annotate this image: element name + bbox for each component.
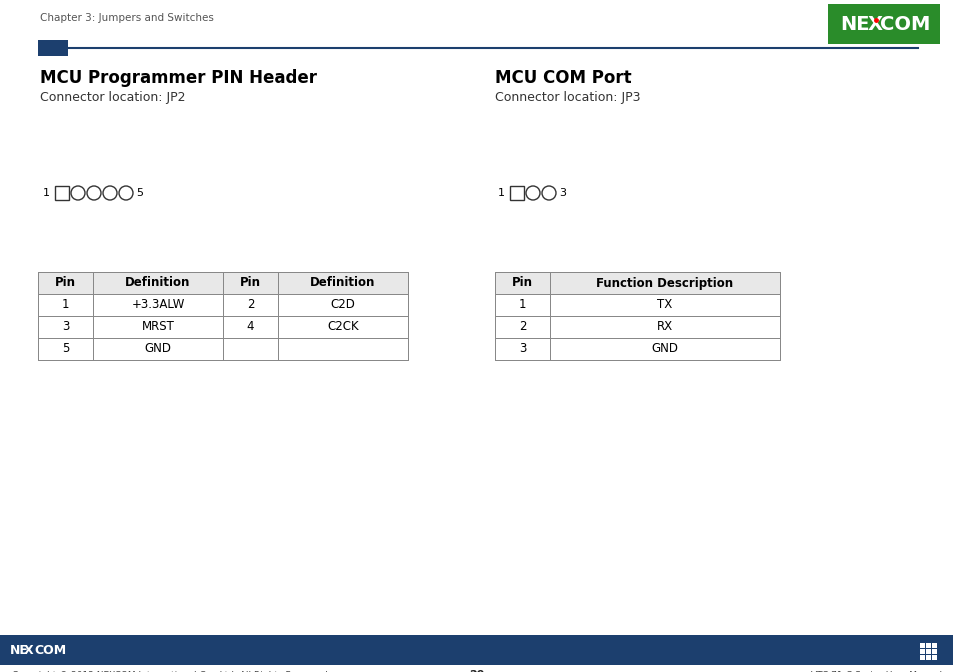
Bar bbox=[38, 316, 92, 338]
Text: VTC 71-C Series User Manual: VTC 71-C Series User Manual bbox=[810, 671, 941, 672]
Text: Definition: Definition bbox=[125, 276, 191, 290]
Bar bbox=[827, 4, 939, 44]
Bar bbox=[495, 272, 550, 294]
Text: 2: 2 bbox=[518, 321, 526, 333]
Text: NE: NE bbox=[840, 15, 868, 34]
Bar bbox=[925, 643, 930, 648]
Bar bbox=[931, 643, 936, 648]
Text: Connector location: JP2: Connector location: JP2 bbox=[40, 91, 185, 105]
Text: TX: TX bbox=[657, 298, 672, 312]
Text: Pin: Pin bbox=[240, 276, 261, 290]
Bar bbox=[223, 338, 277, 360]
Text: 2: 2 bbox=[247, 298, 254, 312]
Text: MCU Programmer PIN Header: MCU Programmer PIN Header bbox=[40, 69, 316, 87]
Bar bbox=[38, 294, 408, 316]
Bar bbox=[919, 649, 924, 654]
Bar bbox=[38, 294, 92, 316]
Bar bbox=[510, 186, 523, 200]
Bar bbox=[550, 272, 780, 294]
Text: 29: 29 bbox=[469, 670, 484, 672]
Bar bbox=[931, 655, 936, 660]
Bar bbox=[38, 338, 408, 360]
Text: MRST: MRST bbox=[141, 321, 174, 333]
Bar bbox=[495, 338, 550, 360]
Circle shape bbox=[103, 186, 117, 200]
Text: RX: RX bbox=[657, 321, 673, 333]
Bar bbox=[931, 649, 936, 654]
Bar bbox=[495, 272, 780, 294]
Text: NE: NE bbox=[10, 644, 29, 657]
Bar bbox=[277, 272, 408, 294]
Bar bbox=[550, 338, 780, 360]
Bar bbox=[550, 316, 780, 338]
Text: 1: 1 bbox=[62, 298, 70, 312]
Text: GND: GND bbox=[651, 343, 678, 355]
Circle shape bbox=[71, 186, 85, 200]
Text: COM: COM bbox=[34, 644, 66, 657]
Text: Pin: Pin bbox=[55, 276, 76, 290]
Bar bbox=[223, 294, 277, 316]
Text: 5: 5 bbox=[62, 343, 70, 355]
Text: 4: 4 bbox=[247, 321, 254, 333]
Text: +3.3ALW: +3.3ALW bbox=[132, 298, 185, 312]
Bar bbox=[925, 649, 930, 654]
Text: MCU COM Port: MCU COM Port bbox=[495, 69, 631, 87]
Bar bbox=[495, 316, 780, 338]
Text: X: X bbox=[24, 644, 33, 657]
Bar bbox=[495, 294, 780, 316]
Bar bbox=[92, 272, 223, 294]
Bar bbox=[495, 294, 550, 316]
Bar bbox=[919, 655, 924, 660]
Bar bbox=[55, 186, 69, 200]
Text: GND: GND bbox=[144, 343, 172, 355]
Bar bbox=[38, 316, 408, 338]
Text: 1: 1 bbox=[518, 298, 526, 312]
Bar bbox=[277, 338, 408, 360]
Text: 1: 1 bbox=[497, 188, 504, 198]
Bar bbox=[92, 294, 223, 316]
Circle shape bbox=[119, 186, 132, 200]
Bar bbox=[277, 294, 408, 316]
Text: Definition: Definition bbox=[310, 276, 375, 290]
Bar bbox=[919, 643, 924, 648]
Text: X: X bbox=[867, 15, 882, 34]
Text: 3: 3 bbox=[518, 343, 526, 355]
Text: 1: 1 bbox=[43, 188, 50, 198]
Bar bbox=[38, 272, 92, 294]
Text: COM: COM bbox=[879, 15, 929, 34]
Bar bbox=[550, 294, 780, 316]
Bar bbox=[92, 338, 223, 360]
Text: 3: 3 bbox=[62, 321, 70, 333]
Text: Chapter 3: Jumpers and Switches: Chapter 3: Jumpers and Switches bbox=[40, 13, 213, 23]
Bar bbox=[495, 316, 550, 338]
Text: Copyright © 2012 NEXCOM International Co., Ltd. All Rights Reserved.: Copyright © 2012 NEXCOM International Co… bbox=[12, 671, 331, 672]
Bar bbox=[495, 338, 780, 360]
Text: 3: 3 bbox=[558, 188, 565, 198]
Bar bbox=[925, 655, 930, 660]
Bar bbox=[38, 338, 92, 360]
Text: 5: 5 bbox=[136, 188, 143, 198]
Bar bbox=[38, 40, 68, 56]
Text: C2D: C2D bbox=[331, 298, 355, 312]
Bar bbox=[277, 316, 408, 338]
Text: Connector location: JP3: Connector location: JP3 bbox=[495, 91, 639, 105]
Text: C2CK: C2CK bbox=[327, 321, 358, 333]
Text: Function Description: Function Description bbox=[596, 276, 733, 290]
Bar bbox=[223, 316, 277, 338]
Bar bbox=[0, 635, 953, 665]
Text: Pin: Pin bbox=[512, 276, 533, 290]
Circle shape bbox=[525, 186, 539, 200]
Bar bbox=[92, 316, 223, 338]
Circle shape bbox=[87, 186, 101, 200]
Bar bbox=[223, 272, 277, 294]
Bar bbox=[38, 272, 408, 294]
Circle shape bbox=[541, 186, 556, 200]
